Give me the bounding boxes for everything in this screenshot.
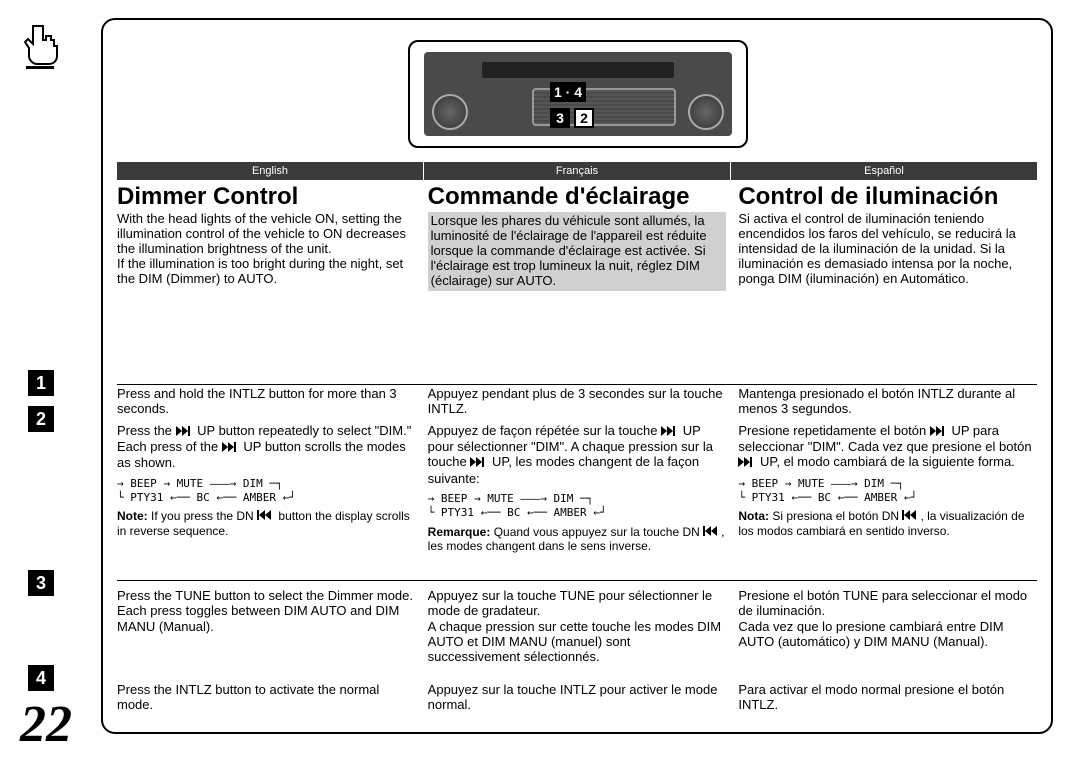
callout-2: 2 — [574, 108, 594, 128]
fast-forward-icon — [222, 440, 240, 455]
rewind-icon — [703, 525, 721, 539]
divider-2 — [117, 580, 1037, 581]
step1-en: Press and hold the INTLZ button for more… — [117, 386, 416, 417]
step3-fr: Appuyez sur la touche TUNE pour sélectio… — [428, 588, 727, 676]
intro-es: Si activa el control de iluminación teni… — [738, 212, 1037, 287]
rewind-icon — [257, 509, 275, 523]
intro-en: With the head lights of the vehicle ON, … — [117, 212, 416, 287]
step2-en: Press the UP button repeatedly to select… — [117, 423, 416, 471]
title-fr: Commande d'éclairage — [428, 184, 727, 210]
step4-en: Press the INTLZ button to activate the n… — [117, 682, 416, 713]
title-es: Control de iluminación — [738, 184, 1037, 210]
note-fr: Remarque: Quand vous appuyez sur la touc… — [428, 525, 727, 554]
step3-es: Presione el botón TUNE para seleccionar … — [738, 588, 1037, 676]
intro-fr: Lorsque les phares du véhicule sont allu… — [428, 212, 727, 291]
step-number-1: 1 — [28, 370, 54, 396]
note-es: Nota: Si presiona el botón DN , la visua… — [738, 509, 1037, 538]
step4-es: Para activar el modo normal presione el … — [738, 682, 1037, 713]
step2-fr: Appuyez de façon répétée sur la touche U… — [428, 423, 727, 486]
fast-forward-icon — [176, 424, 194, 439]
mode-diagram-en: → BEEP → MUTE ———→ DIM ─┐ └ PTY31 ←── BC… — [117, 477, 416, 506]
step1-fr: Appuyez pendant plus de 3 secondes sur l… — [428, 386, 727, 417]
step3-4-columns: Press the TUNE button to select the Dimm… — [117, 588, 1037, 719]
callout-1-4: 1 · 4 — [550, 82, 586, 102]
step-number-3: 3 — [28, 570, 54, 596]
step2-es: Presione repetidamente el botón UP para … — [738, 423, 1037, 471]
title-en: Dimmer Control — [117, 184, 416, 210]
step4-fr: Appuyez sur la touche INTLZ pour activer… — [428, 682, 727, 713]
step3-en: Press the TUNE button to select the Dimm… — [117, 588, 416, 676]
step-number-4: 4 — [28, 665, 54, 691]
page-number: 22 — [20, 695, 72, 754]
mode-diagram-fr: → BEEP → MUTE ———→ DIM ─┐ └ PTY31 ←── BC… — [428, 492, 727, 521]
pointer-hand-icon — [20, 22, 60, 70]
fast-forward-icon — [738, 455, 756, 470]
rewind-icon — [902, 509, 920, 523]
note-en: Note: If you press the DN button the dis… — [117, 509, 416, 538]
lang-francais: Français — [424, 162, 731, 180]
fast-forward-icon — [930, 424, 948, 439]
step-number-2: 2 — [28, 406, 54, 432]
fast-forward-icon — [470, 455, 488, 470]
step-columns: Press and hold the INTLZ button for more… — [117, 386, 1037, 553]
divider-1 — [117, 384, 1037, 385]
callout-3: 3 — [550, 108, 570, 128]
page-frame: 1 · 4 3 2 English Français Español Dimme… — [101, 18, 1053, 734]
language-header-row: English Français Español — [117, 162, 1037, 180]
fast-forward-icon — [661, 424, 679, 439]
lang-english: English — [117, 162, 424, 180]
step1-es: Mantenga presionado el botón INTLZ duran… — [738, 386, 1037, 417]
mode-diagram-es: → BEEP → MUTE ———→ DIM ─┐ └ PTY31 ←── BC… — [738, 477, 1037, 506]
radio-illustration: 1 · 4 3 2 — [408, 40, 748, 148]
lang-espanol: Español — [731, 162, 1037, 180]
titles-and-intro: Dimmer Control With the head lights of t… — [117, 184, 1037, 369]
